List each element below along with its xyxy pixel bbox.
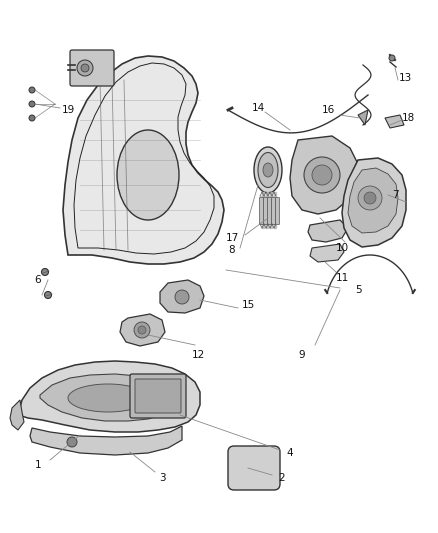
Text: 12: 12 xyxy=(191,350,205,360)
Polygon shape xyxy=(308,220,348,242)
FancyBboxPatch shape xyxy=(276,198,279,224)
Text: 18: 18 xyxy=(401,113,415,123)
Ellipse shape xyxy=(68,384,148,412)
Text: 11: 11 xyxy=(336,273,349,283)
Ellipse shape xyxy=(258,152,278,188)
Text: 4: 4 xyxy=(287,448,293,458)
Polygon shape xyxy=(63,56,224,264)
Circle shape xyxy=(389,55,395,61)
Text: 3: 3 xyxy=(159,473,165,483)
Ellipse shape xyxy=(117,130,179,220)
Circle shape xyxy=(29,87,35,93)
Circle shape xyxy=(138,326,146,334)
Ellipse shape xyxy=(254,147,282,193)
FancyBboxPatch shape xyxy=(130,374,186,418)
Circle shape xyxy=(29,115,35,121)
FancyBboxPatch shape xyxy=(135,379,181,413)
Ellipse shape xyxy=(263,163,273,177)
Text: 13: 13 xyxy=(399,73,412,83)
Text: 7: 7 xyxy=(392,190,398,200)
Polygon shape xyxy=(358,110,368,125)
Text: 2: 2 xyxy=(279,473,285,483)
Circle shape xyxy=(45,292,52,298)
Circle shape xyxy=(304,157,340,193)
Text: 15: 15 xyxy=(241,300,254,310)
Polygon shape xyxy=(160,280,204,313)
Polygon shape xyxy=(348,168,398,233)
FancyBboxPatch shape xyxy=(70,50,114,86)
Circle shape xyxy=(134,322,150,338)
Circle shape xyxy=(175,290,189,304)
Polygon shape xyxy=(385,115,404,128)
FancyBboxPatch shape xyxy=(264,198,268,224)
Text: 1: 1 xyxy=(35,460,41,470)
Text: 14: 14 xyxy=(251,103,265,113)
Polygon shape xyxy=(30,426,182,455)
FancyBboxPatch shape xyxy=(259,198,264,224)
FancyBboxPatch shape xyxy=(268,198,272,224)
Polygon shape xyxy=(120,314,165,346)
FancyBboxPatch shape xyxy=(228,446,280,490)
Polygon shape xyxy=(40,374,175,421)
Polygon shape xyxy=(10,400,24,430)
Text: 5: 5 xyxy=(355,285,361,295)
Circle shape xyxy=(364,192,376,204)
Circle shape xyxy=(312,165,332,185)
Text: 17: 17 xyxy=(226,233,239,243)
Polygon shape xyxy=(310,244,344,262)
Circle shape xyxy=(81,64,89,72)
Text: 9: 9 xyxy=(299,350,305,360)
Text: 19: 19 xyxy=(61,105,74,115)
Text: 8: 8 xyxy=(229,245,235,255)
Polygon shape xyxy=(342,158,406,247)
Polygon shape xyxy=(290,136,358,214)
Text: 16: 16 xyxy=(321,105,335,115)
Circle shape xyxy=(67,437,77,447)
Text: 10: 10 xyxy=(336,243,349,253)
Polygon shape xyxy=(18,361,200,432)
Circle shape xyxy=(29,101,35,107)
Circle shape xyxy=(77,60,93,76)
Text: 6: 6 xyxy=(35,275,41,285)
Circle shape xyxy=(42,269,49,276)
FancyBboxPatch shape xyxy=(272,198,276,224)
Circle shape xyxy=(358,186,382,210)
